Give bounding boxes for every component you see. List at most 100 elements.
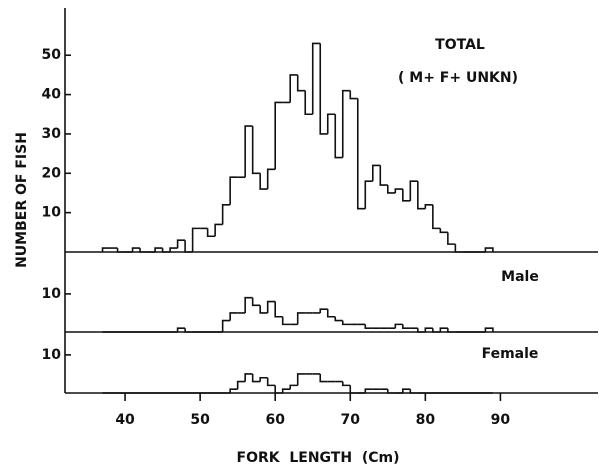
histogram-bin — [274, 301, 283, 318]
histogram-bin — [447, 232, 456, 245]
histogram-bin — [334, 316, 343, 322]
histogram-bin — [161, 248, 171, 253]
histogram-bin — [206, 228, 216, 238]
y-tick-label: 50 — [42, 47, 62, 63]
histogram-bin — [116, 248, 126, 253]
histogram-bin — [334, 114, 343, 159]
panel-title: TOTAL — [435, 37, 485, 53]
histogram-bin — [402, 324, 411, 329]
histogram-bin — [402, 189, 411, 202]
histogram-bin — [447, 328, 456, 333]
histogram-bin — [484, 327, 494, 332]
histogram-bin — [319, 373, 328, 383]
histogram-bin — [424, 203, 433, 209]
histogram-bin — [176, 327, 186, 332]
y-tick-label: 20 — [42, 165, 62, 181]
histogram-bin — [289, 384, 298, 390]
histogram-bin — [417, 328, 426, 333]
histogram-bin — [221, 203, 231, 225]
histogram-bin — [387, 185, 396, 194]
y-tick-label: 10 — [42, 347, 62, 363]
x-tick-label: 90 — [491, 412, 511, 428]
histogram-bin — [281, 316, 291, 326]
histogram-bin — [229, 312, 238, 321]
histogram-bin — [266, 168, 276, 190]
histogram-bin — [341, 89, 351, 158]
histogram-bin — [379, 165, 388, 186]
x-axis-label: FORK LENGTH (Cm) — [237, 450, 400, 466]
histogram-bin — [274, 385, 283, 394]
histogram-bin — [417, 181, 426, 210]
histogram-bin — [281, 388, 291, 393]
histogram-bin — [139, 248, 148, 253]
histogram-bin — [484, 247, 494, 252]
histogram-bin — [432, 204, 441, 230]
x-tick-label: 40 — [115, 412, 135, 428]
histogram-bin — [311, 42, 321, 115]
histogram-bin — [356, 98, 366, 210]
histogram-bin — [184, 328, 193, 333]
histogram-bin — [169, 247, 178, 252]
histogram-bin — [319, 308, 328, 313]
panel-title: Male — [501, 269, 539, 285]
histogram-bin — [454, 244, 463, 253]
histogram-bin — [349, 385, 358, 394]
histogram-bin — [439, 327, 448, 332]
histogram-bin — [259, 305, 268, 314]
histogram-bin — [244, 296, 253, 313]
histogram-bin — [326, 309, 336, 318]
y-tick-label: 10 — [42, 286, 62, 302]
histogram-bin — [371, 164, 381, 182]
histogram-bin — [341, 381, 351, 387]
histogram-bin — [394, 188, 403, 193]
histogram-bin — [387, 389, 396, 394]
histogram-bin — [221, 319, 231, 332]
histogram-bin — [101, 247, 111, 252]
histogram-bin — [439, 228, 448, 234]
histogram-bin — [432, 328, 441, 333]
histogram-bin — [214, 223, 223, 237]
histogram-bin — [266, 300, 276, 313]
histogram-bin — [251, 126, 261, 175]
histogram-bin — [409, 389, 418, 394]
histogram-bin — [244, 373, 253, 382]
histogram-bin — [409, 180, 418, 201]
histogram-bin — [402, 388, 411, 393]
histogram-bin — [229, 176, 238, 205]
x-tick-label: 70 — [341, 412, 361, 428]
histogram-bin — [154, 247, 163, 252]
y-tick-label: 10 — [42, 205, 62, 221]
y-axis-label: NUMBER OF FISH — [14, 132, 30, 268]
histogram-bin — [424, 327, 433, 332]
histogram-bin — [394, 323, 403, 329]
histogram-bin — [296, 373, 306, 386]
histogram-bin — [251, 297, 261, 307]
annotation: ( M+ F+ UNKN) — [398, 70, 518, 86]
panel-title: Female — [482, 346, 539, 362]
histogram-bin — [191, 227, 201, 252]
histogram-bin — [259, 376, 268, 382]
histogram-bin — [326, 113, 336, 134]
x-tick-label: 80 — [416, 412, 436, 428]
histogram-bin — [289, 74, 298, 103]
histogram-bin — [304, 90, 313, 116]
histogram-bin — [131, 247, 141, 252]
histogram-bin — [251, 373, 261, 383]
histogram-bin — [229, 388, 238, 393]
histogram-bin — [259, 173, 268, 190]
histogram-bin — [176, 239, 186, 249]
histogram-bin — [266, 377, 276, 387]
histogram-bin — [184, 240, 193, 253]
histogram-bin — [341, 320, 351, 326]
histogram-bin — [274, 101, 283, 170]
y-tick-label: 30 — [42, 126, 62, 142]
x-tick-label: 60 — [265, 412, 285, 428]
histogram-bin — [364, 324, 373, 329]
histogram-bin — [349, 90, 358, 100]
histogram-bin — [319, 43, 328, 135]
histogram-bin — [364, 180, 373, 209]
histogram-bin — [296, 74, 306, 92]
histogram-bin — [244, 125, 253, 178]
histogram-bin — [236, 380, 246, 390]
